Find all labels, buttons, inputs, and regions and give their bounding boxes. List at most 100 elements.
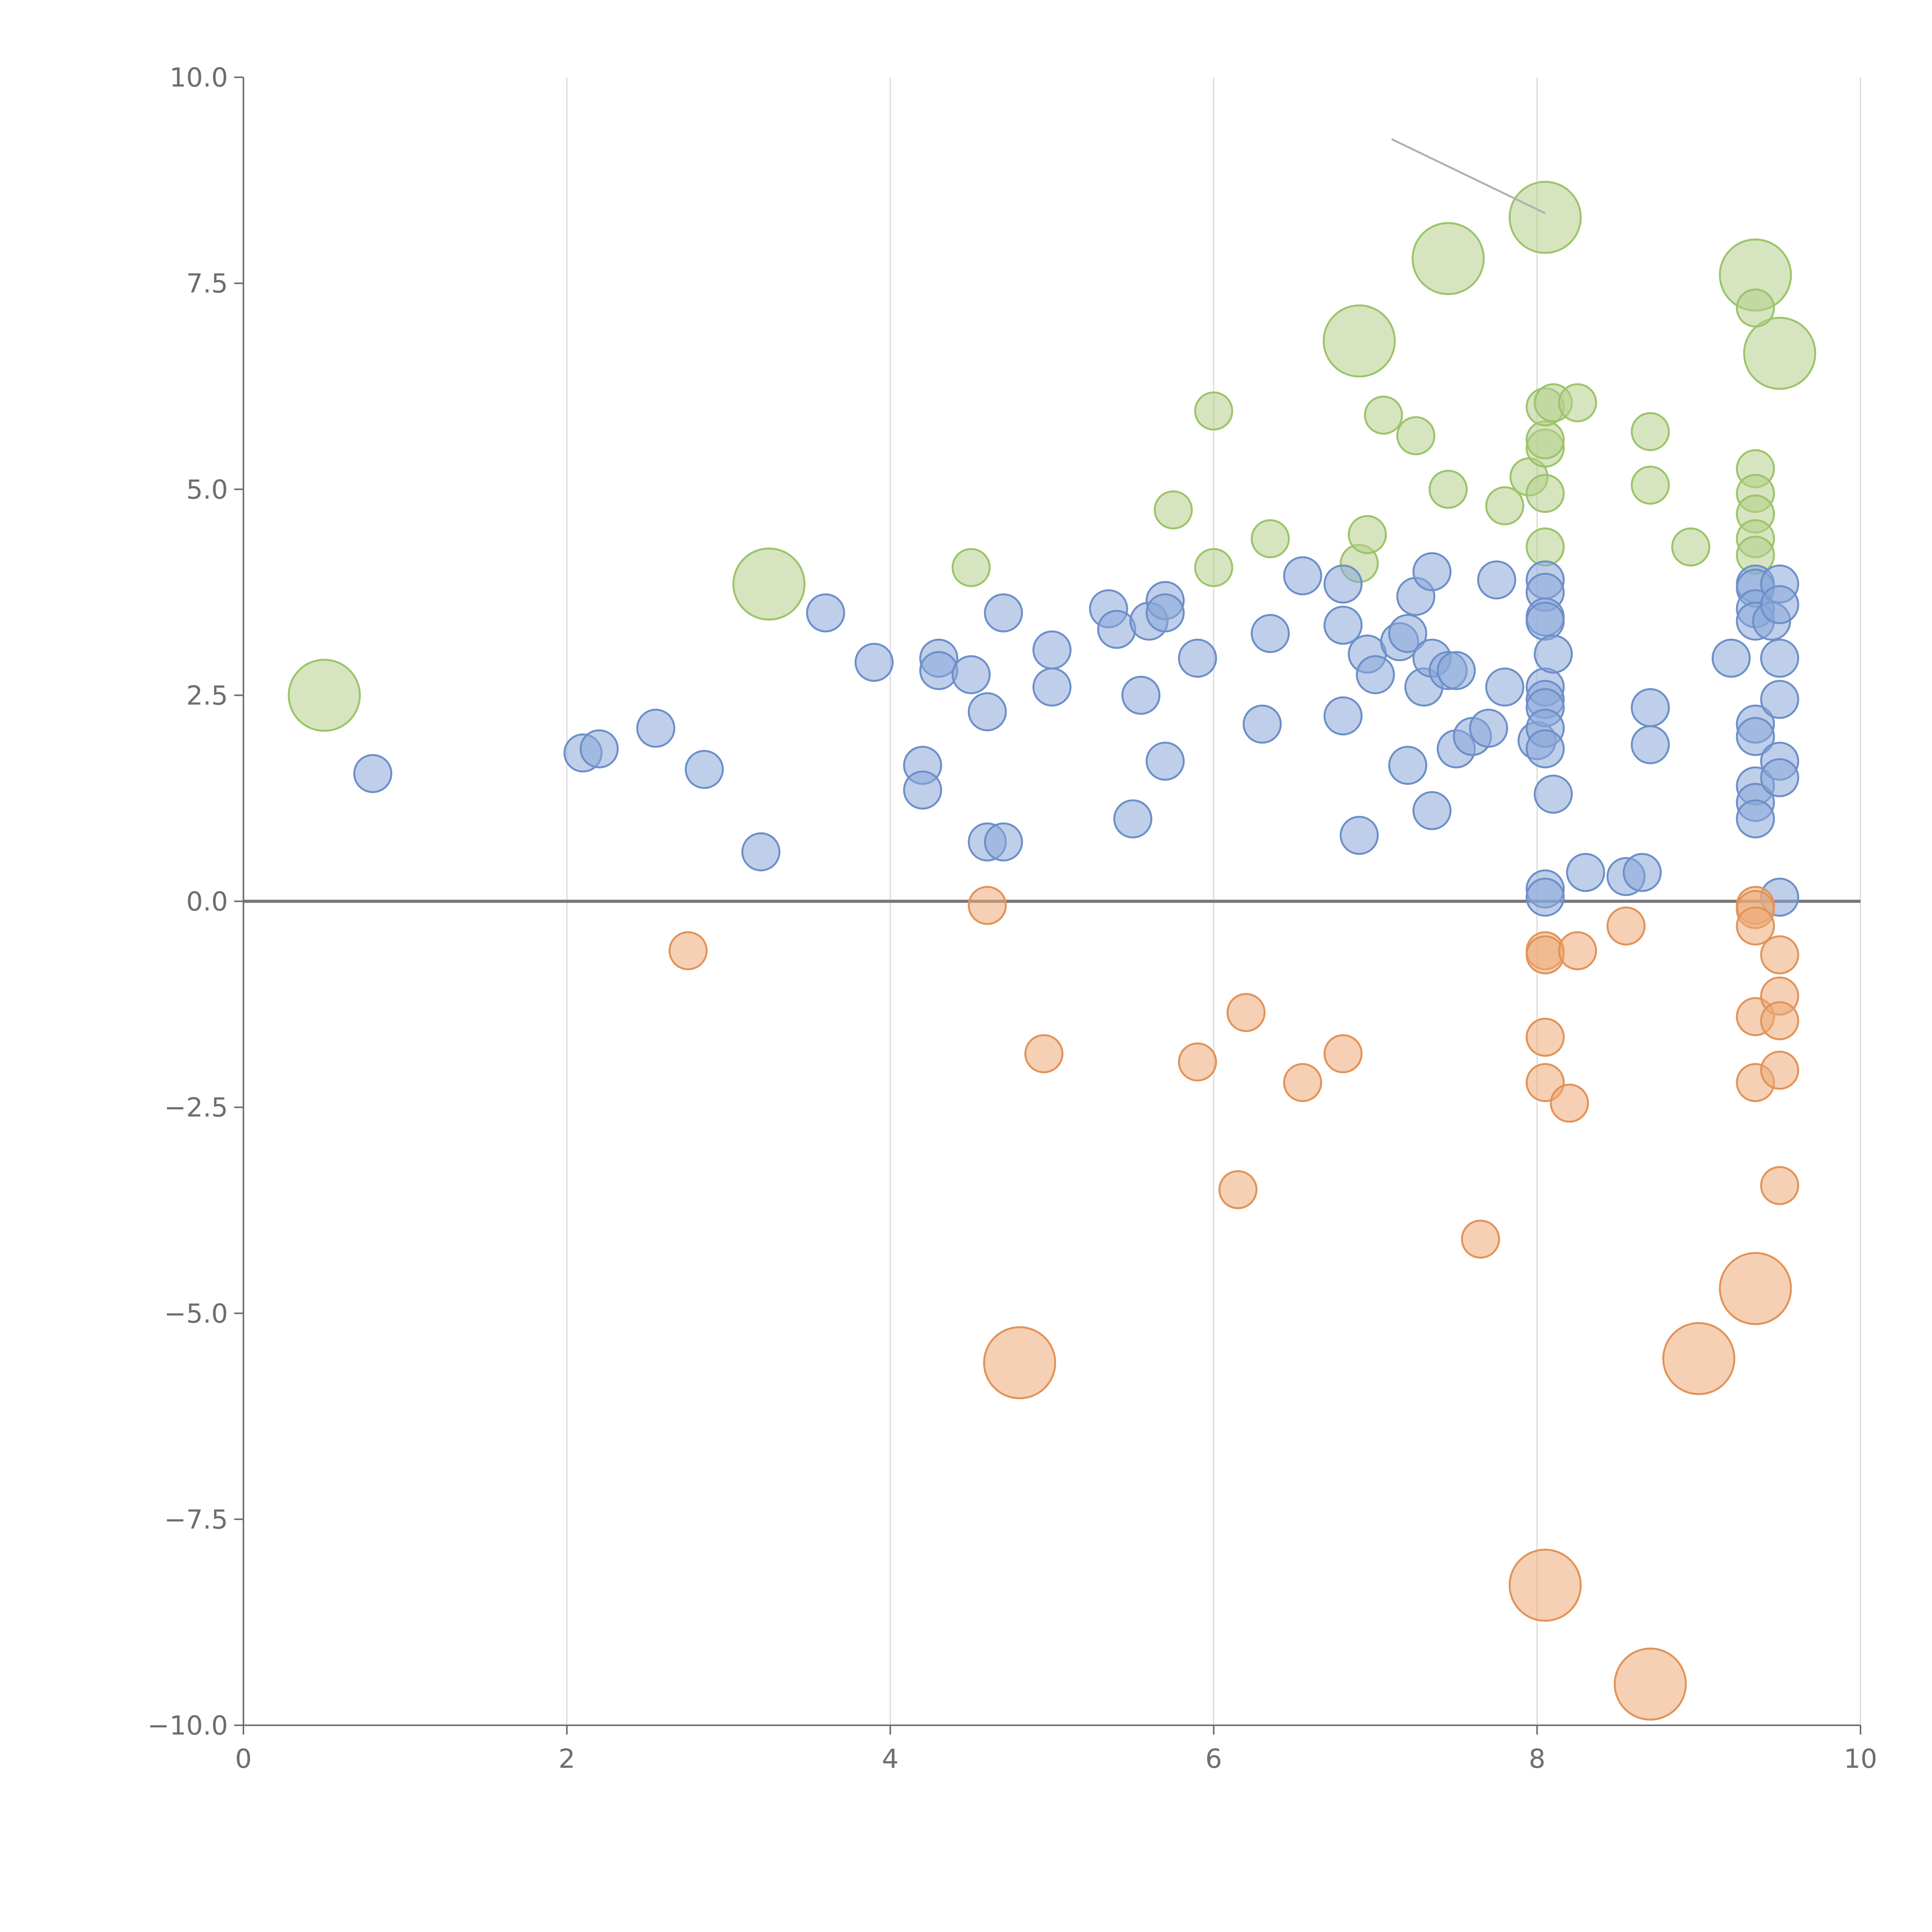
bubble-positive-mid [1121, 675, 1161, 715]
bubble-negative [1550, 1083, 1589, 1123]
bubble-positive-mid [1631, 725, 1670, 764]
bubble-positive-high [1526, 420, 1565, 459]
bubble-positive-high [1558, 383, 1597, 422]
bubble-positive-mid [1760, 638, 1799, 678]
bubble-positive-mid [951, 655, 991, 694]
bubble-positive-mid [1412, 552, 1452, 591]
y-tick-label: 7.5 [186, 269, 228, 299]
bubble-positive-mid [1437, 651, 1476, 690]
bubble-positive-mid [1622, 853, 1662, 892]
bubble-positive-mid [1760, 680, 1799, 719]
x-tick-label: 2 [558, 1744, 575, 1774]
bubble-positive-mid [854, 643, 894, 682]
bubble-positive-mid [984, 822, 1023, 862]
bubble-positive-high [1671, 527, 1711, 567]
bubble-positive-mid [1736, 799, 1775, 838]
bubble-negative [1719, 1252, 1792, 1325]
bubble-negative [983, 1326, 1056, 1400]
tick-labels: 10.0 7.5 5.0 2.5 0.0 −2.5 −5.0 −7.5 −10.00 2 4 6 8 10 [148, 63, 1878, 1774]
bubble-negative [1526, 1017, 1565, 1057]
bubble-negative [1178, 1042, 1217, 1082]
bubble-positive-high [1526, 527, 1565, 567]
bubble-positive-mid [1534, 774, 1573, 814]
bubble-negative [1760, 1001, 1799, 1041]
bubble-positive-mid [1711, 638, 1751, 678]
bubble-positive-mid [1145, 593, 1185, 633]
bubble-positive-mid [1032, 667, 1071, 707]
bubble-positive-high [1323, 304, 1396, 378]
bubble-positive-mid [1388, 614, 1427, 653]
bubble-positive-high [1194, 548, 1233, 587]
bubble-positive-mid [1469, 709, 1508, 748]
bubble-negative [1662, 1322, 1735, 1395]
bubble-positive-mid [1477, 560, 1516, 600]
bubble-negative [968, 886, 1007, 925]
bubble-positive-mid [1283, 556, 1322, 595]
axes [234, 77, 1861, 1735]
bubble-negative [1760, 1051, 1799, 1090]
bubble-positive-high [951, 548, 991, 587]
bubble-positive-mid [1485, 667, 1524, 707]
bubble-negative [1323, 1034, 1363, 1073]
bubble-positive-mid [1526, 729, 1565, 769]
bubble-negative [1760, 1166, 1799, 1205]
bubble-positive-high [1631, 412, 1670, 451]
y-tick-label: −7.5 [164, 1505, 228, 1535]
bubble-positive-mid [685, 750, 724, 789]
y-tick-label: −5.0 [164, 1299, 228, 1329]
bubble-negative [1283, 1063, 1322, 1102]
bubble-positive-high [1509, 181, 1582, 254]
y-tick-label: 10.0 [170, 63, 228, 93]
bubble-positive-mid [1566, 853, 1605, 892]
bubble-positive-mid [1736, 717, 1775, 756]
bubble-negative [1024, 1034, 1064, 1073]
x-tick-label: 10 [1844, 1744, 1878, 1774]
y-tick-label: −10.0 [148, 1711, 228, 1741]
bubble-negative [1606, 906, 1646, 946]
bubble-negative [1461, 1219, 1500, 1259]
bubble-negative [1526, 935, 1565, 975]
annotations [1391, 138, 1546, 214]
bubble-positive-high [1736, 288, 1775, 328]
bubble-positive-mid [1243, 704, 1282, 744]
bubble-positive-high [1631, 466, 1670, 505]
y-tick-label: 0.0 [186, 887, 228, 917]
bubble-positive-mid [919, 651, 959, 690]
bubble-positive-high [1526, 474, 1565, 513]
bubble-positive-high [1743, 316, 1816, 390]
bubble-positive-mid [806, 593, 845, 633]
bubble-negative [668, 931, 708, 970]
bubble-positive-mid [1526, 601, 1565, 641]
bubble-positive-mid [353, 754, 393, 793]
bubble-positive-mid [1526, 878, 1565, 917]
bubble-positive-mid [1388, 746, 1427, 785]
bubble-positive-high [1429, 469, 1468, 509]
bubble-negative [1509, 1548, 1582, 1622]
bubble-positive-mid [1250, 614, 1290, 653]
bubble-negative [1736, 906, 1775, 946]
bubble-positive-mid [1323, 696, 1363, 736]
bubble-positive-high [287, 658, 361, 732]
data-points [287, 181, 1816, 1721]
bubble-positive-mid [636, 709, 675, 748]
bubble-positive-mid [1340, 816, 1379, 855]
bubble-positive-mid [1178, 638, 1217, 678]
bubble-positive-mid [1760, 758, 1799, 798]
bubble-positive-mid [1534, 634, 1573, 674]
bubble-positive-high [1485, 486, 1524, 526]
bubble-positive-mid [741, 832, 781, 872]
bubble-positive-mid [1412, 791, 1452, 830]
y-tick-label: 5.0 [186, 474, 228, 505]
bubble-negative [1226, 993, 1266, 1032]
bubble-positive-mid [984, 593, 1023, 633]
bubble-positive-mid [1032, 630, 1071, 670]
bubble-positive-mid [1145, 742, 1185, 781]
bubble-negative [1218, 1170, 1258, 1209]
bubble-positive-mid [1323, 564, 1363, 604]
bubble-negative [1614, 1647, 1687, 1721]
bubble-positive-high [1412, 222, 1485, 295]
bubble-negative [1760, 935, 1799, 975]
bubble-negative [1558, 931, 1597, 970]
bubble-positive-high [1194, 391, 1233, 431]
